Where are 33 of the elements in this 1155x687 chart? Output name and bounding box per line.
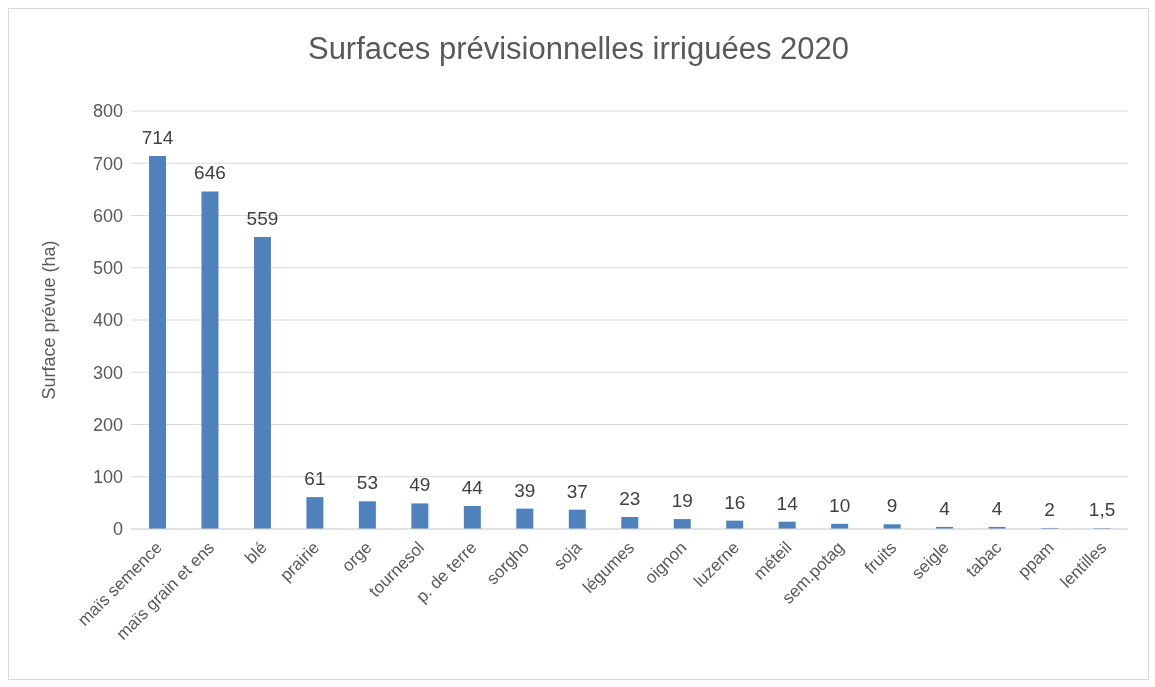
y-tick-label: 600 [92,205,123,226]
data-label: 646 [194,162,226,184]
data-label: 19 [671,490,693,512]
y-tick-label: 0 [112,519,123,540]
y-tick-label: 200 [92,414,123,435]
data-label: 16 [724,491,746,513]
y-tick-label: 100 [92,467,123,488]
data-label: 9 [886,495,898,517]
data-label: 49 [409,474,431,496]
x-tick-label: orge [338,538,376,576]
data-label: 714 [141,126,174,148]
data-label: 4 [991,497,1003,519]
y-tick-label: 500 [92,258,123,279]
data-label: 10 [829,494,851,516]
data-label: 2 [1044,498,1055,520]
y-axis-title: Surface prévue (ha) [39,240,60,400]
data-label: 53 [356,472,378,494]
data-label: 559 [246,207,279,229]
data-label: 4 [939,497,951,519]
chart-title: Surfaces prévisionnelles irriguées 2020 [306,30,851,68]
y-tick-label: 300 [92,362,123,383]
data-label: 44 [461,477,484,499]
data-label: 37 [566,480,588,502]
data-label: 61 [304,468,326,490]
y-tick-label: 400 [92,310,123,331]
data-label: 14 [776,492,799,514]
data-label: 1,5 [1088,499,1116,521]
x-tick-label: blé [241,538,271,568]
data-label: 23 [619,487,641,509]
x-tick-label: soja [550,537,586,574]
data-label: 39 [514,479,536,501]
y-tick-label: 800 [92,101,123,122]
y-tick-label: 700 [92,153,123,174]
